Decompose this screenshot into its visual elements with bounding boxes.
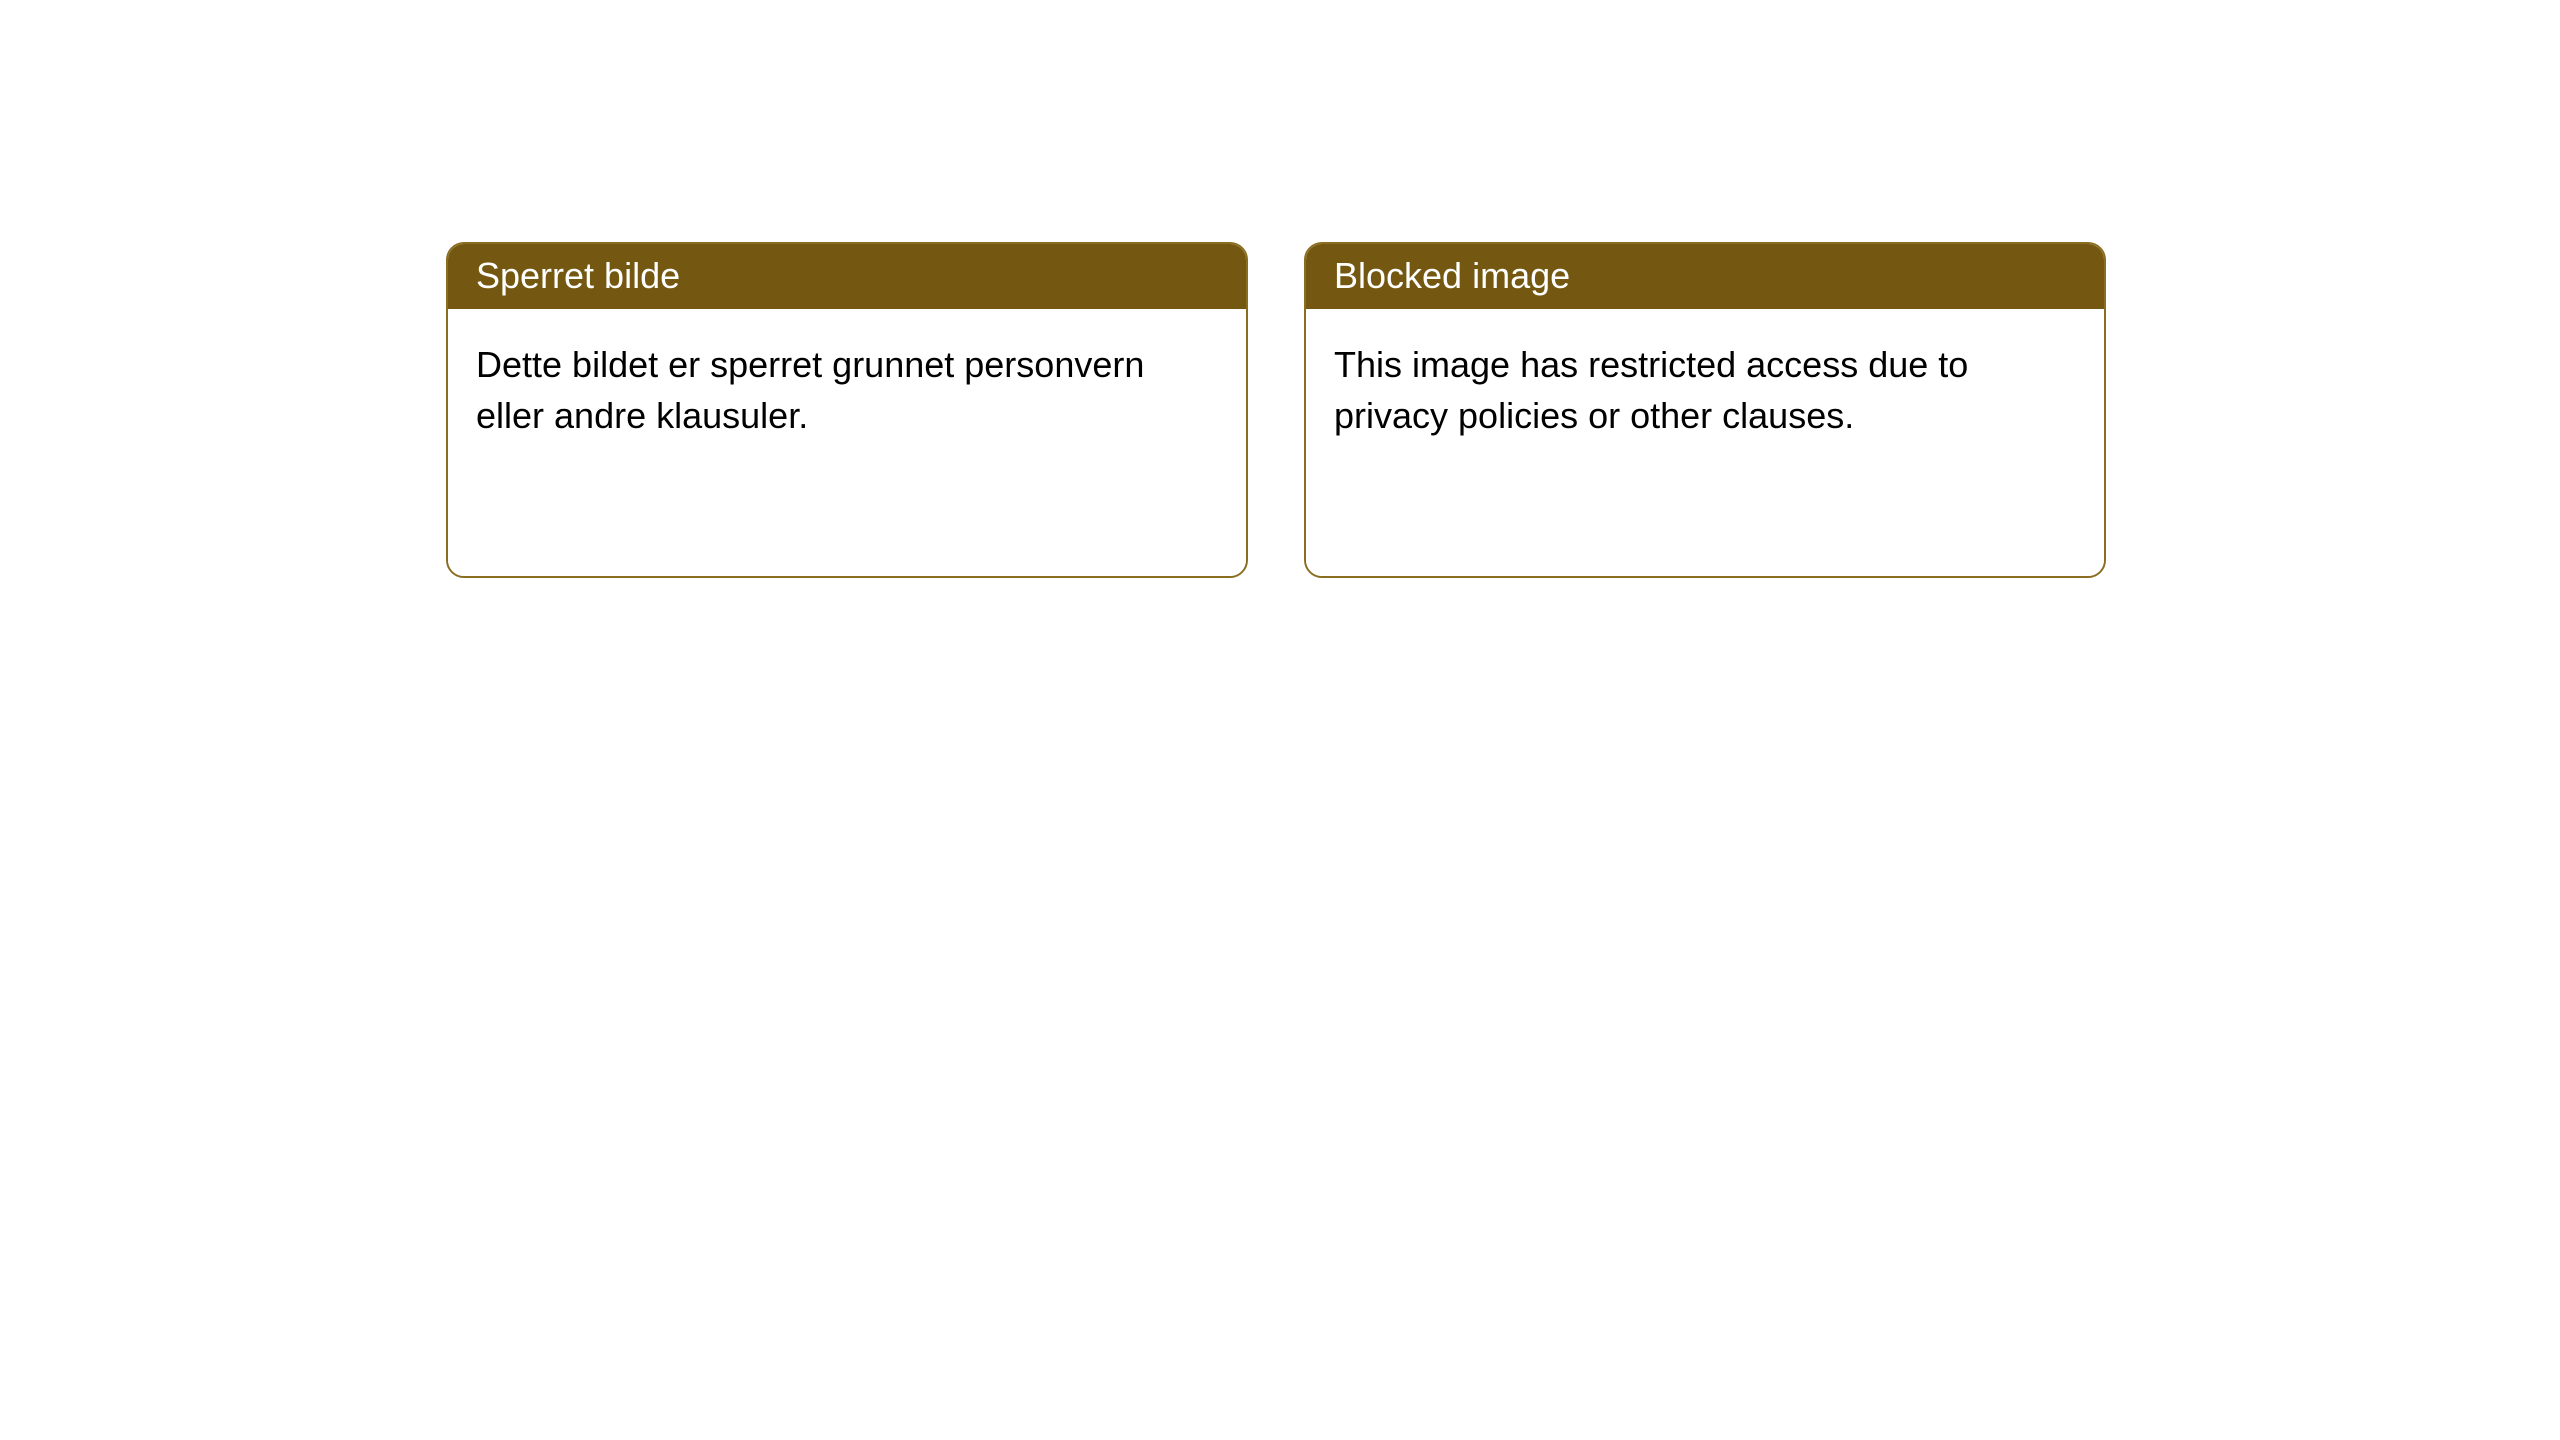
notice-card-english: Blocked image This image has restricted … bbox=[1304, 242, 2106, 578]
notice-body: Dette bildet er sperret grunnet personve… bbox=[448, 309, 1246, 576]
notice-text: This image has restricted access due to … bbox=[1334, 339, 2076, 441]
notice-header: Blocked image bbox=[1306, 244, 2104, 309]
notice-title: Sperret bilde bbox=[476, 255, 680, 296]
notice-title: Blocked image bbox=[1334, 255, 1570, 296]
notice-body: This image has restricted access due to … bbox=[1306, 309, 2104, 576]
notice-container: Sperret bilde Dette bildet er sperret gr… bbox=[446, 242, 2106, 578]
notice-card-norwegian: Sperret bilde Dette bildet er sperret gr… bbox=[446, 242, 1248, 578]
notice-header: Sperret bilde bbox=[448, 244, 1246, 309]
notice-text: Dette bildet er sperret grunnet personve… bbox=[476, 339, 1218, 441]
